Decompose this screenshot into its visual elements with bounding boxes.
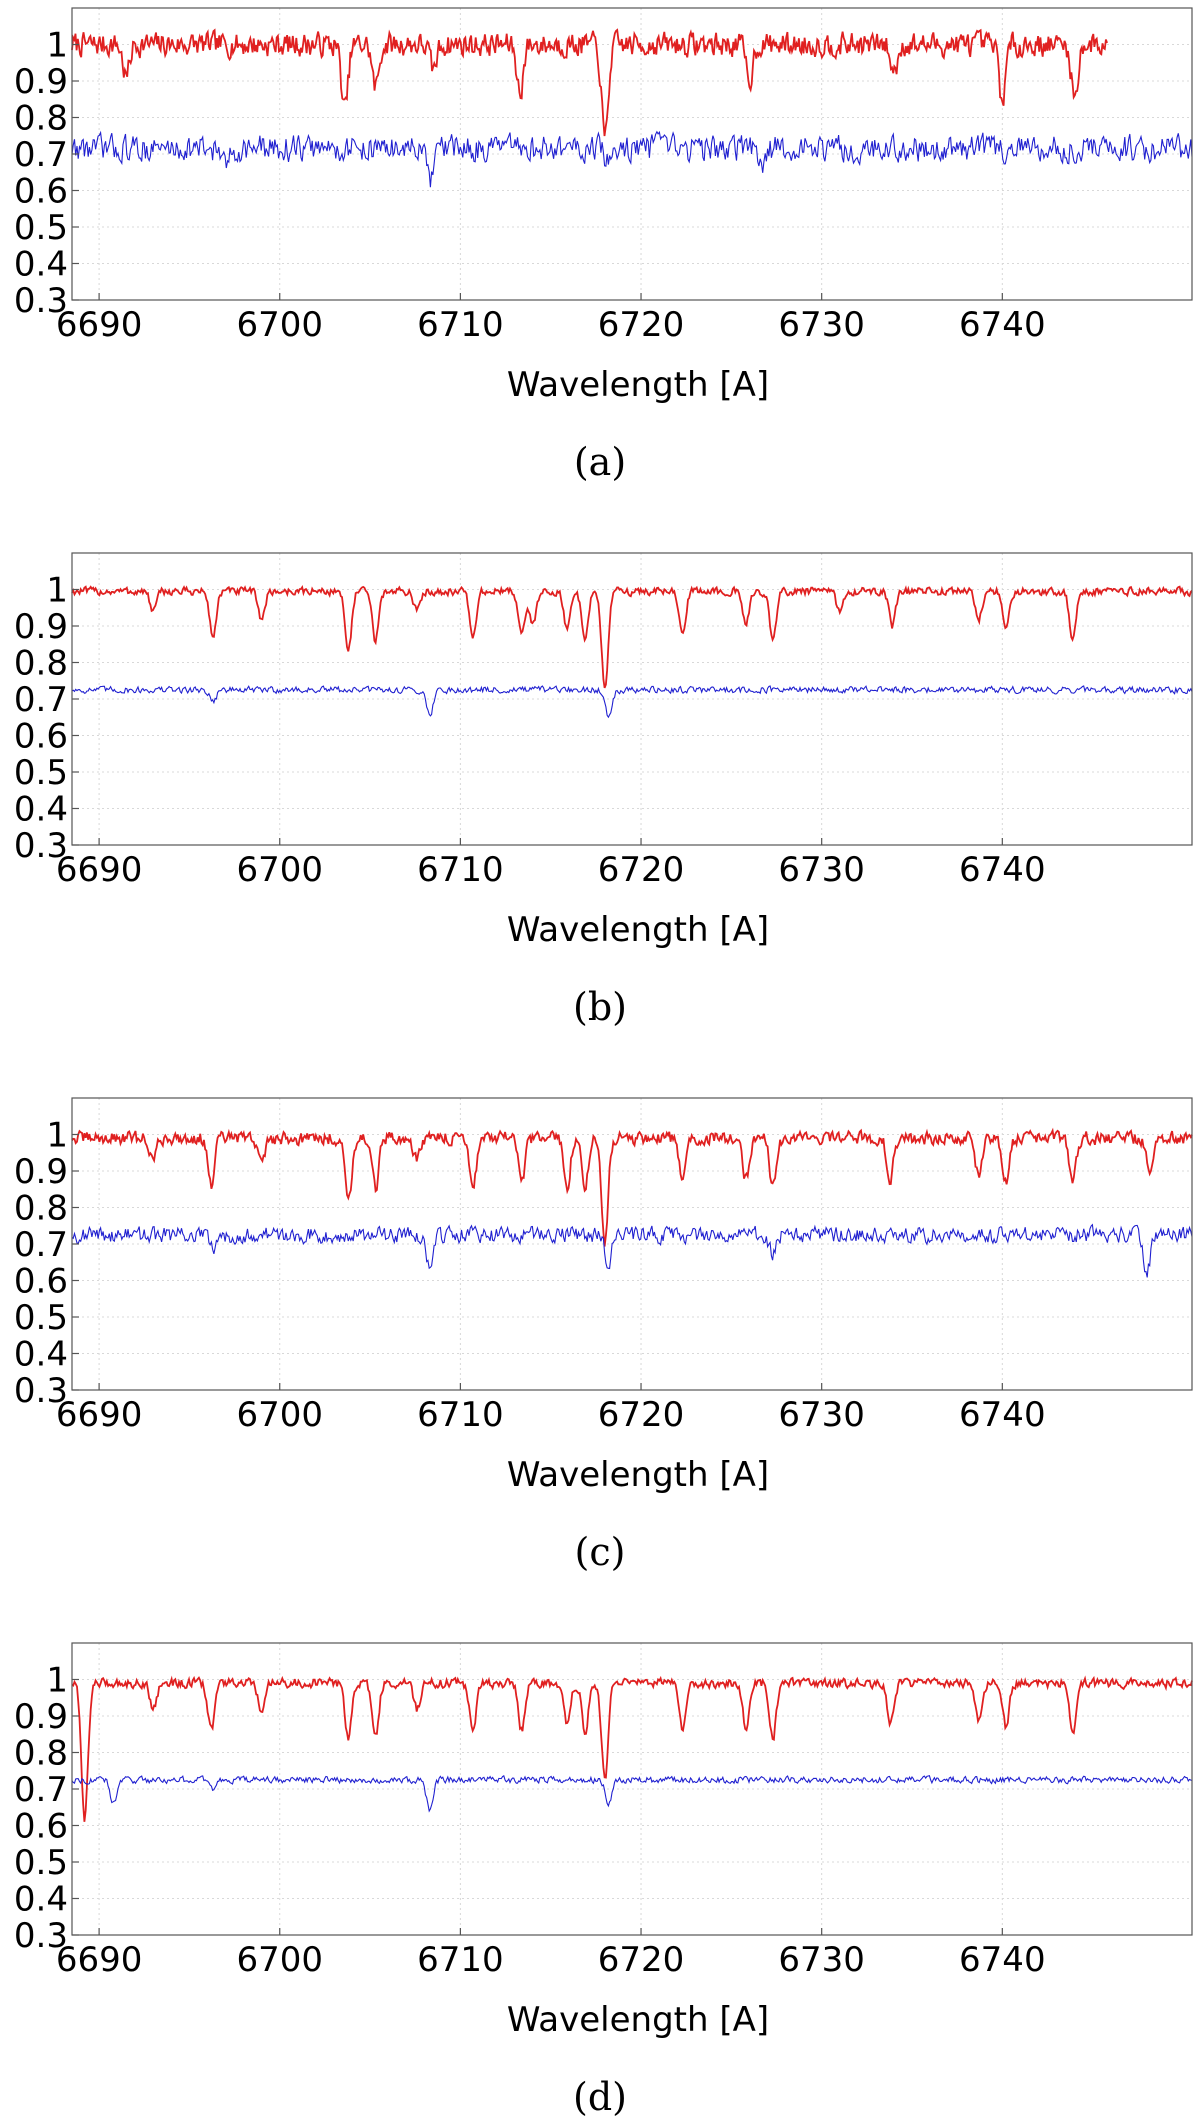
spectrum-chart-a: 0.30.40.50.60.70.80.91 6690 6700 6710 6720 67…: [14, 7, 1193, 405]
x-tick-label: 6730: [778, 1395, 865, 1435]
y-tick-label: 0.6: [14, 1807, 68, 1847]
x-tick-label: 6690: [56, 1940, 143, 1980]
red-spectrum-line: [71, 1675, 1193, 1822]
y-tick-label: 0.9: [14, 1697, 68, 1737]
x-axis-label: Wavelength [A]: [507, 2000, 769, 2040]
panel-caption: (d): [573, 2075, 627, 2119]
y-tick-label: 0.4: [14, 790, 68, 830]
y-tick-label: 0.8: [14, 99, 68, 139]
y-tick-label: 0.9: [14, 607, 68, 647]
x-tick-label: 6720: [598, 305, 685, 345]
spectrum-chart-c: 0.30.40.50.60.70.80.91 6690 6700 6710 6720 67…: [14, 1097, 1193, 1495]
spectrum-chart-d: 0.30.40.50.60.70.80.91 6690 6700 6710 6720 67…: [14, 1642, 1193, 2040]
y-tick-label: 0.7: [14, 680, 68, 720]
x-tick-label: 6740: [959, 305, 1046, 345]
chart-panel-a: 0.3 0.4 0.5 0.6 0.7 0.8 0.9 1 6690 6700 6710 6720 67…: [0, 0, 1200, 484]
y-tick-label: 1: [46, 571, 68, 611]
red-spectrum-line: [71, 1127, 1193, 1247]
y-tick-label: 0.3: [14, 1371, 68, 1411]
x-tick-label: 6740: [959, 1395, 1046, 1435]
y-tick-label: 0.6: [14, 172, 68, 212]
x-tick-label: 6710: [417, 1395, 504, 1435]
spectrum-chart-b: 0.30.40.50.60.70.80.91 6690 6700 6710 6720 67…: [14, 552, 1193, 950]
x-tick-label: 6730: [778, 1940, 865, 1980]
y-tick-label: 0.3: [14, 281, 68, 321]
y-tick-label: 0.8: [14, 1189, 68, 1229]
red-spectrum-line: [71, 584, 1193, 689]
y-tick-label: 0.9: [14, 62, 68, 102]
chart-panel-c: 0.3 0.4 0.5 0.6 0.7 0.8 0.9 1 6690 6700 6710 6720 67…: [0, 1090, 1200, 1574]
y-tick-label: 0.5: [14, 1843, 68, 1883]
red-spectrum-line: [71, 28, 1108, 137]
panel-caption: (c): [574, 1530, 626, 1574]
x-tick-label: 6710: [417, 850, 504, 890]
y-tick-label: 0.5: [14, 1298, 68, 1338]
x-tick-label: 6700: [236, 850, 323, 890]
y-tick-label: 0.9: [14, 1152, 68, 1192]
panel-caption: (b): [573, 985, 627, 1029]
y-tick-label: 0.5: [14, 753, 68, 793]
x-tick-label: 6740: [959, 850, 1046, 890]
x-tick-label: 6720: [598, 1395, 685, 1435]
y-tick-label: 1: [46, 1661, 68, 1701]
y-tick-label: 1: [46, 26, 68, 66]
chart-panel-b: 0.3 0.4 0.5 0.6 0.7 0.8 0.9 1 6690 6700 6710 6720 67…: [0, 545, 1200, 1029]
y-tick-label: 0.8: [14, 1734, 68, 1774]
y-tick-label: 0.7: [14, 1225, 68, 1265]
x-tick-label: 6730: [778, 305, 865, 345]
y-tick-label: 0.4: [14, 245, 68, 285]
blue-spectrum-line: [71, 130, 1193, 188]
y-tick-label: 0.5: [14, 208, 68, 248]
x-axis-label: Wavelength [A]: [507, 1455, 769, 1495]
chart-panel-d: 0.3 0.4 0.5 0.6 0.7 0.8 0.9 1 6690 6700 6710 6720 67…: [0, 1635, 1200, 2119]
y-tick-label: 1: [46, 1116, 68, 1156]
y-tick-label: 0.7: [14, 135, 68, 175]
y-tick-label: 0.4: [14, 1880, 68, 1920]
panel-caption: (a): [573, 440, 627, 484]
y-tick-label: 0.3: [14, 1916, 68, 1956]
x-tick-label: 6720: [598, 850, 685, 890]
x-tick-label: 6730: [778, 850, 865, 890]
y-tick-label: 0.3: [14, 826, 68, 866]
x-tick-label: 6700: [236, 1395, 323, 1435]
blue-spectrum-line: [71, 685, 1193, 719]
x-axis-label: Wavelength [A]: [507, 910, 769, 950]
x-tick-label: 6690: [56, 1395, 143, 1435]
y-tick-label: 0.6: [14, 1262, 68, 1302]
blue-spectrum-line: [71, 1223, 1193, 1278]
x-tick-label: 6710: [417, 1940, 504, 1980]
blue-spectrum-line: [71, 1774, 1193, 1813]
y-tick-label: 0.4: [14, 1335, 68, 1375]
x-tick-label: 6720: [598, 1940, 685, 1980]
y-tick-label: 0.6: [14, 717, 68, 757]
x-tick-label: 6710: [417, 305, 504, 345]
y-tick-label: 0.7: [14, 1770, 68, 1810]
x-tick-label: 6690: [56, 850, 143, 890]
x-tick-label: 6700: [236, 1940, 323, 1980]
x-tick-label: 6690: [56, 305, 143, 345]
x-axis-label: Wavelength [A]: [507, 365, 769, 405]
y-tick-label: 0.8: [14, 644, 68, 684]
x-tick-label: 6700: [236, 305, 323, 345]
x-tick-label: 6740: [959, 1940, 1046, 1980]
